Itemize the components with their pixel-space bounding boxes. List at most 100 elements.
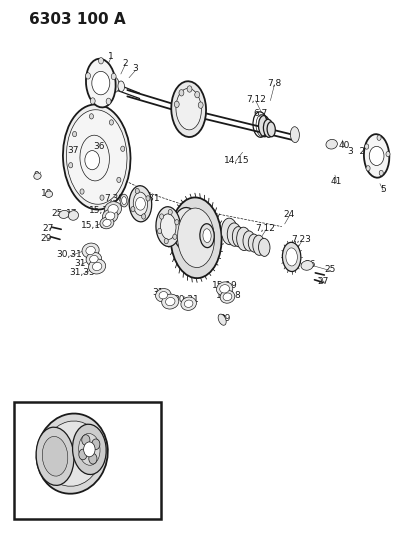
Text: 43: 43: [137, 449, 148, 458]
Ellipse shape: [218, 314, 226, 325]
Ellipse shape: [36, 427, 74, 486]
Circle shape: [100, 195, 104, 200]
Circle shape: [168, 209, 172, 215]
Circle shape: [164, 238, 168, 244]
Text: 41: 41: [330, 177, 342, 186]
Ellipse shape: [90, 255, 98, 263]
Ellipse shape: [325, 140, 337, 149]
Ellipse shape: [180, 297, 196, 310]
Circle shape: [111, 74, 116, 80]
Circle shape: [172, 234, 176, 239]
Ellipse shape: [165, 297, 175, 306]
Ellipse shape: [227, 223, 241, 246]
Text: 5: 5: [379, 185, 385, 194]
Circle shape: [376, 135, 380, 140]
Circle shape: [68, 163, 72, 168]
Text: 2: 2: [122, 59, 128, 68]
Circle shape: [146, 196, 150, 201]
Circle shape: [89, 114, 93, 119]
Text: 40: 40: [337, 141, 349, 150]
Circle shape: [106, 98, 111, 104]
Ellipse shape: [105, 212, 115, 220]
Text: 20,31: 20,31: [134, 194, 160, 203]
Text: 29: 29: [40, 235, 52, 244]
Circle shape: [79, 449, 87, 460]
Circle shape: [120, 146, 124, 151]
Circle shape: [174, 101, 179, 108]
Text: 1: 1: [365, 154, 371, 163]
Ellipse shape: [222, 293, 231, 301]
Circle shape: [364, 144, 368, 149]
Ellipse shape: [219, 285, 229, 293]
Ellipse shape: [42, 437, 67, 476]
Ellipse shape: [236, 227, 250, 251]
Circle shape: [85, 72, 90, 79]
Text: 3  2: 3 2: [347, 147, 364, 156]
Text: 22: 22: [141, 203, 152, 212]
Ellipse shape: [258, 116, 270, 137]
Text: 4: 4: [198, 102, 203, 111]
Ellipse shape: [100, 217, 114, 229]
Text: 27: 27: [42, 224, 53, 233]
Ellipse shape: [88, 259, 106, 274]
Ellipse shape: [243, 231, 255, 251]
Ellipse shape: [155, 207, 180, 247]
Text: 3: 3: [133, 64, 138, 73]
Ellipse shape: [171, 81, 206, 137]
Text: 17: 17: [65, 209, 77, 218]
Text: 25: 25: [51, 209, 63, 218]
Ellipse shape: [102, 209, 118, 223]
Circle shape: [159, 214, 163, 219]
Circle shape: [141, 214, 145, 219]
Ellipse shape: [263, 119, 272, 138]
Text: 31,35: 31,35: [70, 269, 95, 277]
Text: 7,23: 7,23: [290, 236, 310, 245]
Ellipse shape: [221, 218, 237, 245]
Ellipse shape: [172, 207, 200, 251]
Text: 7,8: 7,8: [267, 78, 281, 87]
Circle shape: [98, 58, 103, 64]
Circle shape: [81, 435, 90, 446]
Circle shape: [187, 86, 191, 92]
Text: 15,18: 15,18: [215, 290, 241, 300]
Ellipse shape: [85, 246, 95, 255]
Circle shape: [109, 120, 113, 125]
Circle shape: [92, 71, 110, 95]
Ellipse shape: [68, 211, 79, 220]
Ellipse shape: [177, 208, 214, 268]
Ellipse shape: [216, 282, 232, 296]
Ellipse shape: [104, 201, 121, 216]
Circle shape: [194, 92, 199, 98]
Text: 15,19: 15,19: [89, 206, 115, 215]
Text: 14,15: 14,15: [223, 156, 249, 165]
Circle shape: [130, 206, 135, 212]
Ellipse shape: [175, 88, 201, 130]
Ellipse shape: [43, 421, 101, 486]
Ellipse shape: [248, 234, 259, 252]
Ellipse shape: [184, 300, 193, 308]
Ellipse shape: [59, 211, 69, 219]
Ellipse shape: [79, 433, 100, 465]
Ellipse shape: [111, 77, 119, 92]
Ellipse shape: [155, 288, 171, 302]
Ellipse shape: [170, 197, 221, 278]
Ellipse shape: [108, 205, 118, 214]
Ellipse shape: [72, 424, 106, 474]
Circle shape: [80, 189, 84, 194]
Text: 26: 26: [304, 260, 315, 269]
Text: 10: 10: [40, 189, 52, 198]
Ellipse shape: [92, 262, 101, 271]
Text: 30,31: 30,31: [56, 251, 82, 260]
Text: ANTI SPIN DIFFERENTIAL: ANTI SPIN DIFFERENTIAL: [40, 506, 134, 515]
Text: 25: 25: [323, 265, 335, 274]
Ellipse shape: [129, 185, 151, 222]
Ellipse shape: [121, 197, 126, 205]
Text: 6303 100 A: 6303 100 A: [29, 12, 126, 27]
Text: 33: 33: [189, 233, 200, 243]
Text: 27: 27: [317, 277, 328, 286]
Text: 7: 7: [202, 219, 208, 228]
Ellipse shape: [86, 59, 115, 108]
Ellipse shape: [66, 110, 127, 204]
Circle shape: [72, 132, 76, 137]
Text: 30,31: 30,31: [173, 295, 199, 304]
